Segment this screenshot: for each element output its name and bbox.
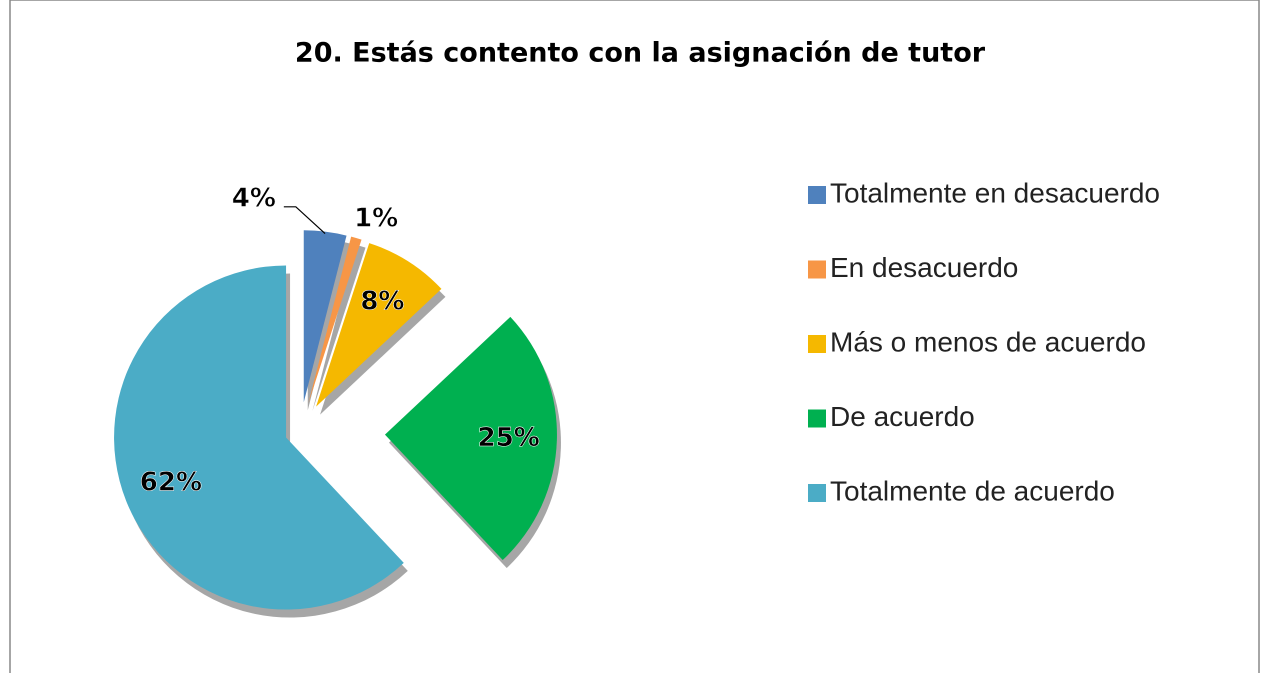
- legend-swatch: [808, 186, 826, 204]
- slice: [384, 316, 557, 561]
- slice: [303, 230, 347, 403]
- legend-label: Más o menos de acuerdo: [830, 326, 1146, 357]
- legend-swatch: [808, 409, 826, 428]
- legend-label: Totalmente en desacuerdo: [830, 177, 1160, 208]
- chart-title: 20. Estás contento con la asignación de …: [295, 38, 986, 69]
- legend-swatch: [808, 260, 826, 279]
- legend-swatch: [808, 335, 826, 353]
- legend-swatch: [808, 484, 826, 502]
- legend-label: Totalmente de acuerdo: [830, 475, 1115, 506]
- slice-shadow: [312, 244, 366, 412]
- slice: [316, 243, 442, 407]
- data-label: 62%: [140, 468, 202, 498]
- data-label: 4%: [232, 183, 276, 213]
- data-label: 1%: [354, 204, 398, 234]
- data-label: 8%: [360, 287, 404, 317]
- legend-label: De acuerdo: [830, 401, 975, 432]
- data-label: 25%: [478, 423, 540, 453]
- slice: [308, 236, 362, 404]
- legend-label: En desacuerdo: [830, 252, 1018, 283]
- slice: [114, 265, 404, 610]
- leader-line: [283, 206, 326, 235]
